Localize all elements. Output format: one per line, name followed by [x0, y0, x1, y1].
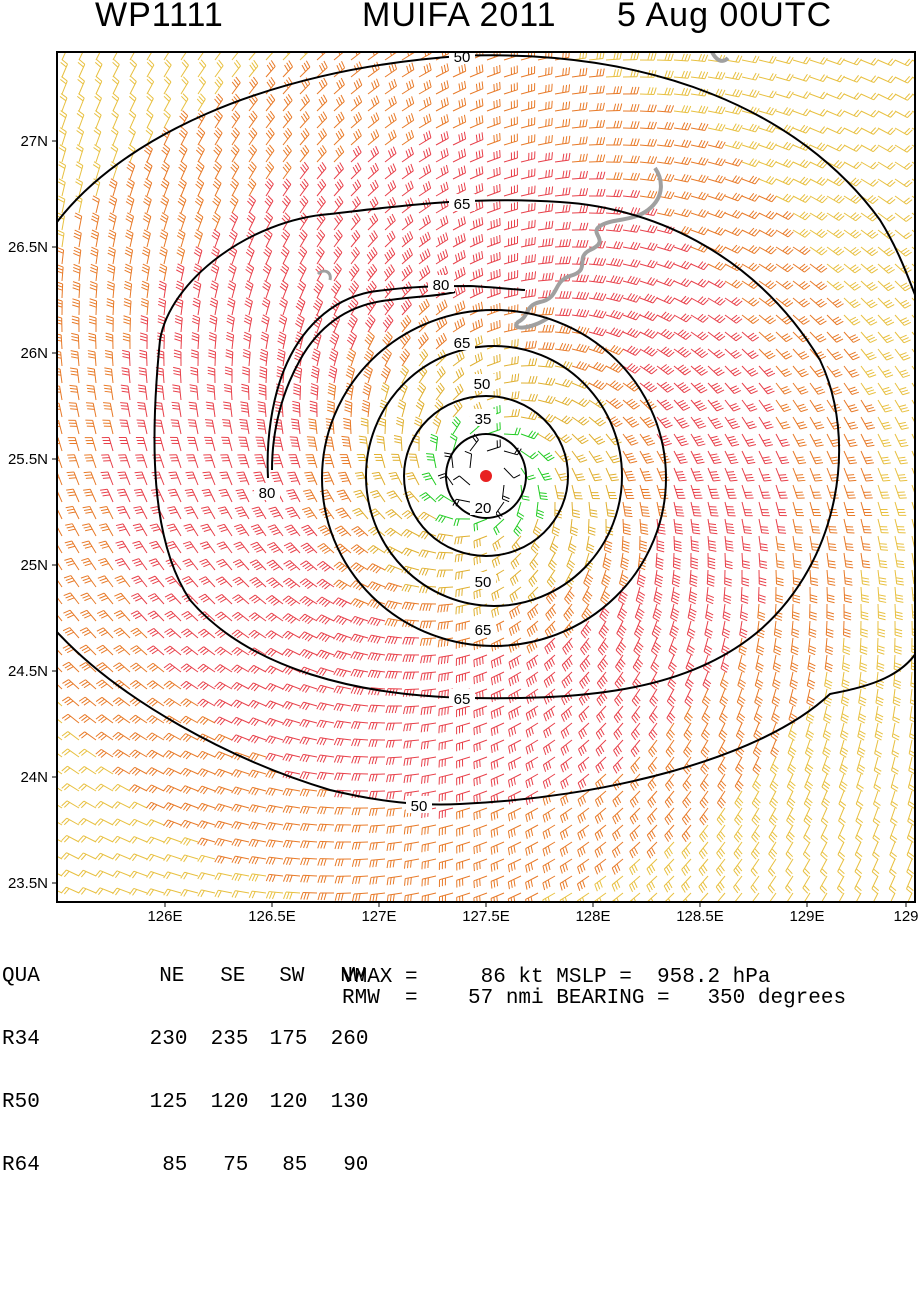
- contour-label: 65: [475, 622, 492, 639]
- table-cell: 260: [308, 1029, 368, 1050]
- contour-label: 80: [259, 485, 276, 502]
- lon-tick-label: 128E: [575, 908, 610, 925]
- lat-tick-label: 23.5N: [8, 875, 48, 892]
- lat-tick-label: 26.5N: [8, 239, 48, 256]
- lat-tick-label: 25N: [20, 557, 48, 574]
- table-cell: 75: [188, 1155, 248, 1176]
- contour-label: 65: [454, 335, 471, 352]
- latitude-axis: 23.5N 24N 24.5N 25N 25.5N 26N 26.5N 27N: [8, 133, 57, 892]
- table-header-cell: SW: [244, 966, 304, 987]
- lat-tick-label: 24N: [20, 769, 48, 786]
- table-row: R34 230 235 175 260: [2, 1029, 52, 1050]
- table-header-cell: NE: [124, 966, 184, 987]
- storm-center-marker: [480, 470, 492, 482]
- lon-tick-label: 127.5E: [462, 908, 510, 925]
- vmax-mslp-line: VMAX = 86 kt MSLP = 958.2 hPa: [342, 966, 770, 989]
- contour-label: 20: [475, 500, 492, 517]
- contour-label: 50: [411, 798, 428, 815]
- lon-tick-label: 129E: [789, 908, 824, 925]
- table-row: R64 85 75 85 90: [2, 1155, 52, 1176]
- table-header-cell: SE: [185, 966, 245, 987]
- datetime: 5 Aug 00UTC: [617, 0, 832, 35]
- contour-label: 65: [454, 196, 471, 213]
- table-cell: 85: [127, 1155, 187, 1176]
- contour-label: 80: [433, 277, 450, 294]
- table-cell: 90: [308, 1155, 368, 1176]
- table-cell: 85: [247, 1155, 307, 1176]
- contour-label: 35: [475, 411, 492, 428]
- lon-tick-label: 126E: [147, 908, 182, 925]
- table-cell: 130: [308, 1092, 368, 1113]
- table-cell: 230: [127, 1029, 187, 1050]
- table-cell: 125: [127, 1092, 187, 1113]
- row-label: R50: [2, 1092, 40, 1113]
- storm-name-year: MUIFA 2011: [362, 0, 557, 35]
- lon-tick-label: 129: [893, 908, 918, 925]
- table-cell: 120: [247, 1092, 307, 1113]
- lat-tick-label: 27N: [20, 133, 48, 150]
- contour-label: 50: [475, 574, 492, 591]
- lat-tick-label: 26N: [20, 345, 48, 362]
- table-cell: 235: [188, 1029, 248, 1050]
- contour-label: 50: [474, 376, 491, 393]
- lon-tick-label: 126.5E: [248, 908, 296, 925]
- table-row: R50 125 120 120 130: [2, 1092, 52, 1113]
- lat-tick-label: 25.5N: [8, 451, 48, 468]
- rmw-bearing-line: RMW = 57 nmi BEARING = 350 degrees: [342, 987, 846, 1010]
- storm-id: WP1111: [95, 0, 224, 35]
- table-header-cell: QUA: [2, 966, 40, 987]
- table-cell: 175: [247, 1029, 307, 1050]
- lat-tick-label: 24.5N: [8, 663, 48, 680]
- table-cell: 120: [188, 1092, 248, 1113]
- row-label: R34: [2, 1029, 40, 1050]
- lon-tick-label: 128.5E: [676, 908, 724, 925]
- lon-tick-label: 127E: [361, 908, 396, 925]
- longitude-axis: 126E 126.5E 127E 127.5E 128E 128.5E 129E 129: [147, 902, 918, 925]
- table-header-row: QUA NE SE SW NW: [2, 966, 52, 987]
- contour-label: 65: [454, 691, 471, 708]
- row-label: R64: [2, 1155, 40, 1176]
- wind-radii-table: QUA NE SE SW NW R34 230 235 175 260 R50 …: [2, 924, 52, 1197]
